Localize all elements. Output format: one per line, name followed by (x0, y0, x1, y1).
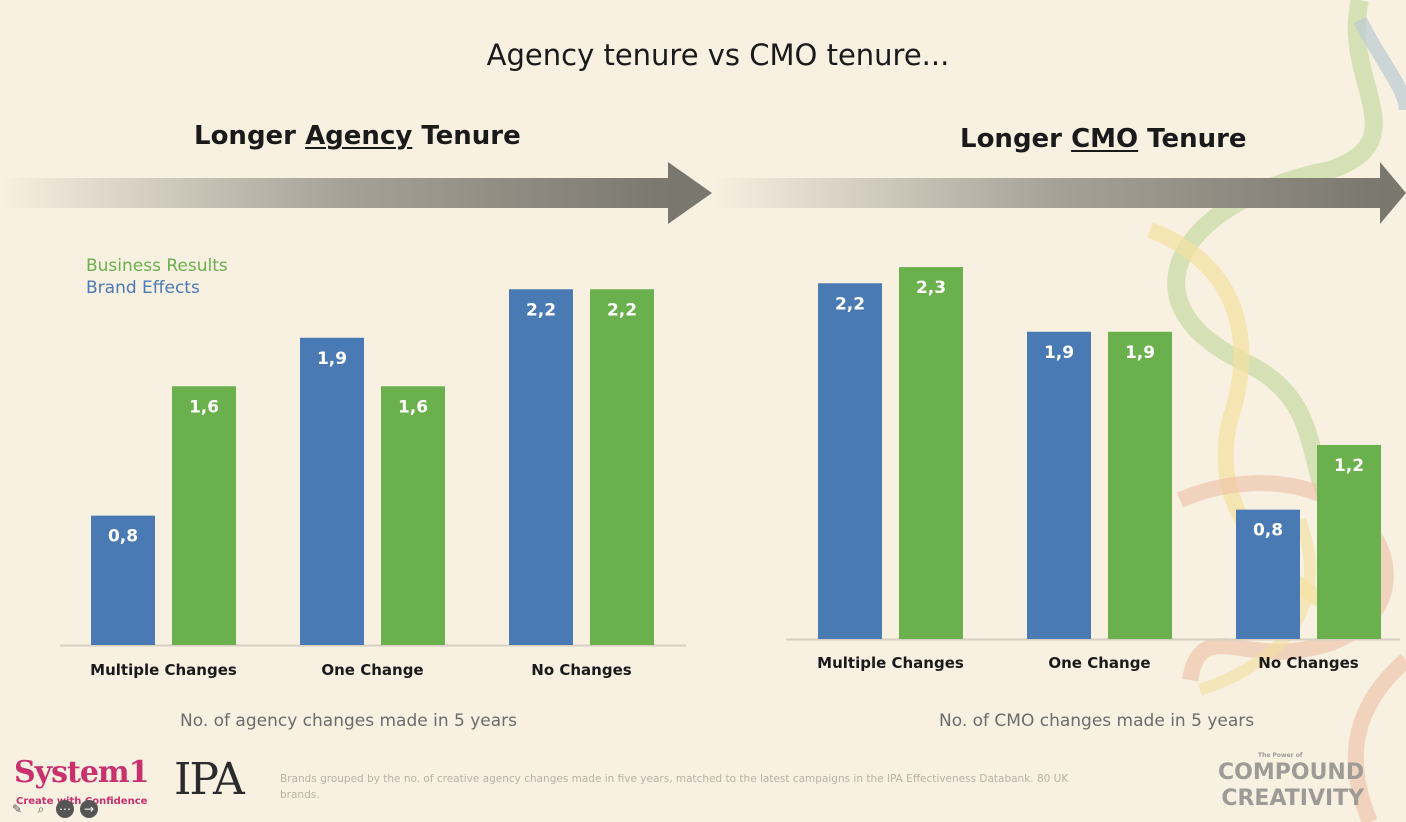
left-bar-brand-effects-2 (509, 289, 573, 645)
compound-line-1: COMPOUND (1218, 760, 1365, 785)
right-bar-label-brand-effects-0: 2,2 (835, 294, 865, 314)
right-panel-heading: Longer CMO Tenure (960, 124, 1247, 154)
compound-creativity-logo: The Power of COMPOUND CREATIVITY (1218, 752, 1364, 812)
left-panel-heading: Longer Agency Tenure (194, 121, 521, 151)
left-heading-underlined: Agency (305, 121, 413, 151)
pencil-icon[interactable]: ✎ (11, 802, 23, 816)
left-bar-business-results-2 (590, 289, 654, 645)
right-category-label-1: One Change (1048, 654, 1150, 672)
left-category-label-0: Multiple Changes (90, 661, 237, 679)
system1-logo: System1 (14, 755, 150, 790)
left-bar-business-results-1 (381, 386, 445, 645)
right-bar-brand-effects-1 (1027, 331, 1091, 639)
right-tenure-arrow (712, 162, 1406, 224)
right-bar-brand-effects-0 (818, 283, 882, 639)
ipa-logo: IPA (174, 754, 245, 805)
left-bar-label-brand-effects-2: 2,2 (526, 300, 556, 320)
right-category-label-0: Multiple Changes (817, 654, 964, 672)
right-bar-label-brand-effects-1: 1,9 (1044, 343, 1074, 363)
chart-legend: Business Results Brand Effects (86, 255, 228, 299)
legend-business-results: Business Results (86, 256, 228, 276)
right-bar-brand-effects-2 (1236, 509, 1300, 639)
right-heading-prefix: Longer (960, 124, 1072, 154)
right-heading-underlined: CMO (1071, 124, 1139, 154)
left-heading-suffix: Tenure (412, 121, 521, 151)
search-icon[interactable]: ⌕ (37, 802, 45, 816)
right-x-axis-title: No. of CMO changes made in 5 years (939, 711, 1255, 731)
left-category-label-1: One Change (321, 661, 423, 679)
left-heading-prefix: Longer (194, 121, 306, 151)
left-bar-business-results-0 (172, 386, 236, 645)
right-bar-business-results-1 (1108, 331, 1172, 639)
compound-line-2: CREATIVITY (1221, 786, 1365, 811)
footnote: Brands grouped by the no. of creative ag… (280, 773, 1069, 801)
left-x-axis-title: No. of agency changes made in 5 years (180, 711, 518, 731)
compound-small-text: The Power of (1258, 752, 1303, 759)
left-tenure-arrow (0, 162, 712, 224)
left-bar-label-business-results-2: 2,2 (607, 300, 637, 320)
left-bar-label-business-results-1: 1,6 (398, 397, 428, 417)
left-bar-brand-effects-0 (91, 515, 155, 645)
right-category-label-2: No Changes (1258, 654, 1358, 672)
right-bar-label-business-results-2: 1,2 (1334, 456, 1364, 476)
right-bar-business-results-0 (899, 267, 963, 639)
slide-title: Agency tenure vs CMO tenure... (486, 38, 950, 72)
right-bar-label-business-results-1: 1,9 (1125, 343, 1155, 363)
next-icon[interactable]: → (80, 800, 98, 818)
right-bar-label-brand-effects-2: 0,8 (1253, 521, 1283, 541)
left-bar-label-business-results-0: 1,6 (189, 397, 219, 417)
right-bar-label-business-results-0: 2,3 (916, 278, 946, 298)
left-bar-brand-effects-1 (300, 337, 364, 645)
slide-toolbar: ✎ ⌕ ⋯ → (8, 800, 98, 818)
more-icon[interactable]: ⋯ (56, 800, 74, 818)
left-category-label-2: No Changes (531, 661, 631, 679)
right-bar-business-results-2 (1317, 444, 1381, 639)
legend-brand-effects: Brand Effects (86, 278, 200, 298)
right-heading-suffix: Tenure (1138, 124, 1247, 154)
left-bar-label-brand-effects-0: 0,8 (108, 527, 138, 547)
left-bar-label-brand-effects-1: 1,9 (317, 349, 347, 369)
system1-tagline: Create with Confidence (16, 796, 148, 807)
